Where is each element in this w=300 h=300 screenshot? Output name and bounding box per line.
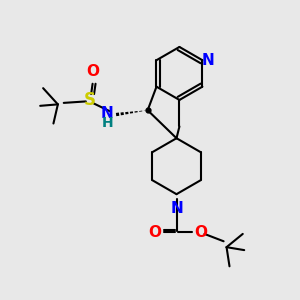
Text: N: N [170,201,183,216]
Text: O: O [148,225,161,240]
Text: O: O [87,64,100,80]
Text: N: N [201,53,214,68]
Text: O: O [194,225,207,240]
Text: H: H [102,116,114,130]
Text: S: S [84,91,96,109]
Text: N: N [101,106,114,121]
